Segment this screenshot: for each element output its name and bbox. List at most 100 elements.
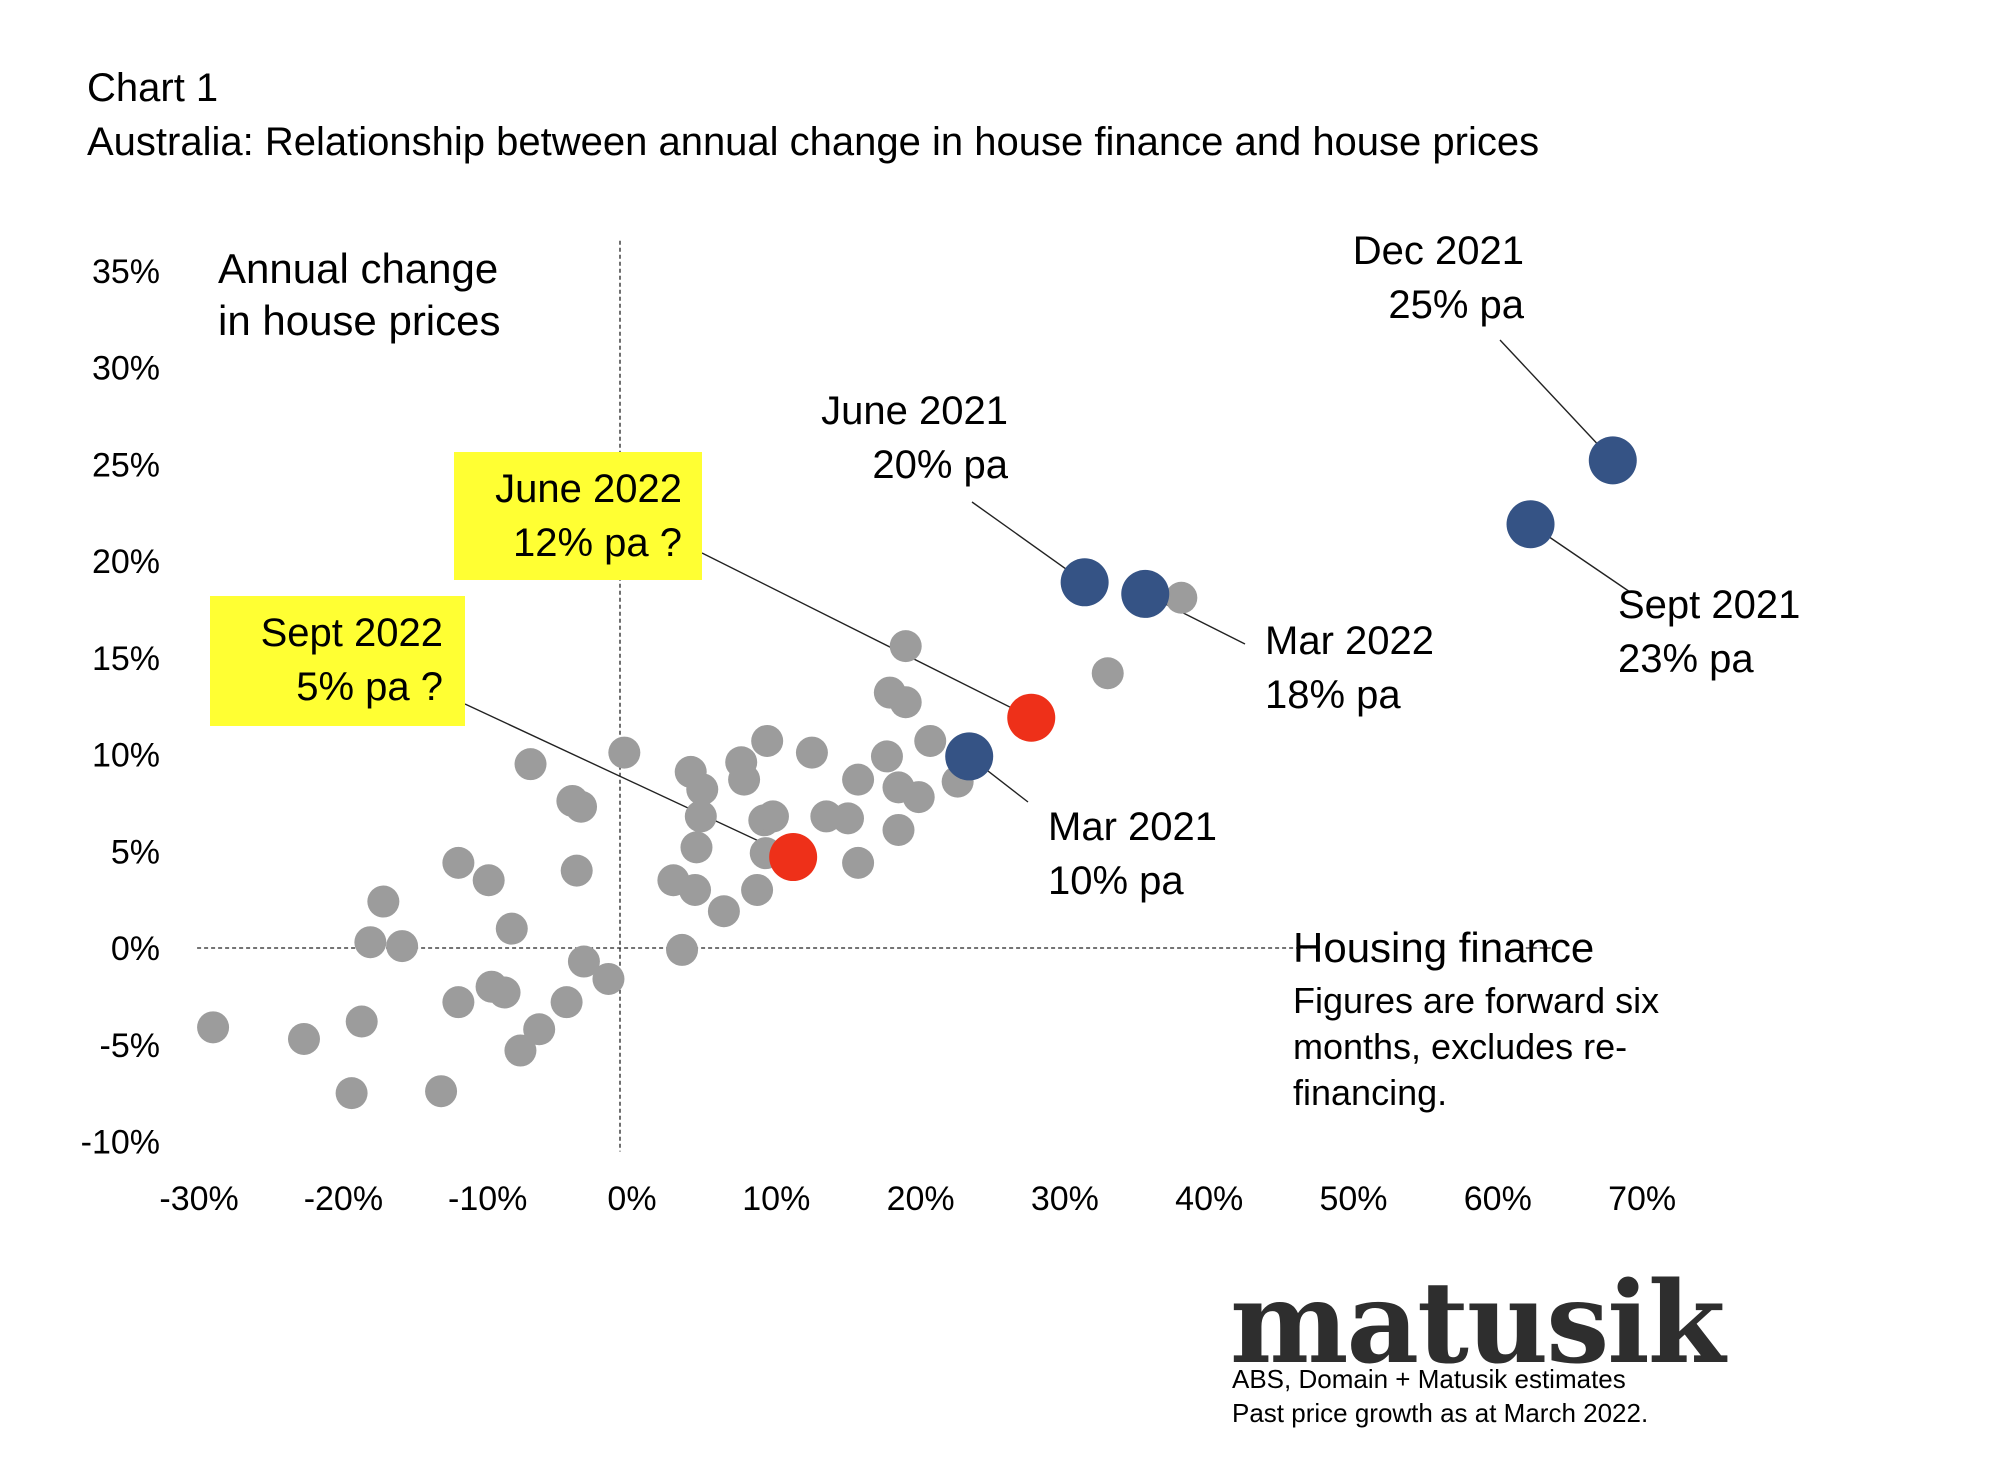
y-tick-label: 30% xyxy=(92,350,160,388)
historical-point xyxy=(842,763,875,796)
historical-point xyxy=(425,1075,458,1108)
x-tick-label: -30% xyxy=(159,1180,238,1218)
forecast-label-value: 5% pa ? xyxy=(296,665,443,709)
historical-point xyxy=(751,724,784,757)
y-tick-label: 10% xyxy=(92,737,160,775)
forecast-point xyxy=(769,833,818,882)
forecast-label-box xyxy=(210,596,465,726)
historical-point xyxy=(707,895,740,928)
historical-point xyxy=(870,740,903,773)
historical-point xyxy=(514,748,547,781)
highlight-label-value: 18% pa xyxy=(1265,673,1401,717)
y-tick-label: 0% xyxy=(111,930,160,968)
x-axis-title: Housing finance xyxy=(1293,924,1595,971)
forecast-label-value: 12% pa ? xyxy=(513,521,682,565)
x-tick-label: 70% xyxy=(1608,1180,1676,1218)
historical-point xyxy=(472,864,505,897)
highlight-label-value: 25% pa xyxy=(1388,283,1524,327)
historical-point xyxy=(523,1013,556,1046)
historical-point xyxy=(335,1077,368,1110)
chart-number: Chart 1 xyxy=(87,66,219,110)
highlight-label-value: 20% pa xyxy=(872,443,1008,487)
highlight-point xyxy=(945,732,994,781)
historical-point xyxy=(442,846,475,879)
y-axis-title-line1: Annual change xyxy=(218,245,499,292)
source-line-1: ABS, Domain + Matusik estimates xyxy=(1232,1364,1626,1394)
historical-point xyxy=(504,1034,537,1067)
x-tick-label: 20% xyxy=(887,1180,955,1218)
historical-point xyxy=(565,790,598,823)
historical-point xyxy=(684,800,717,833)
x-tick-label: 40% xyxy=(1175,1180,1243,1218)
highlight-point xyxy=(1588,436,1637,485)
historical-point xyxy=(560,854,593,887)
source-line-2: Past price growth as at March 2022. xyxy=(1232,1398,1649,1428)
historical-point xyxy=(902,781,935,814)
historical-point xyxy=(842,846,875,879)
historical-point xyxy=(686,773,719,806)
forecast-leader-line xyxy=(464,703,794,858)
historical-point xyxy=(550,986,583,1019)
historical-point xyxy=(1091,657,1124,690)
historical-point xyxy=(287,1022,320,1055)
highlight-leader-line xyxy=(1499,339,1614,461)
historical-point xyxy=(592,962,625,995)
historical-point xyxy=(914,724,947,757)
historical-point xyxy=(495,912,528,945)
historical-point xyxy=(354,926,387,959)
historical-point xyxy=(889,630,922,663)
highlight-label-period: Dec 2021 xyxy=(1353,229,1524,273)
y-tick-label: 20% xyxy=(92,543,160,581)
historical-point xyxy=(567,945,600,978)
forecast-leader-line xyxy=(701,552,1032,719)
highlight-label-period: Sept 2021 xyxy=(1618,583,1800,627)
y-tick-label: 35% xyxy=(92,253,160,291)
historical-point xyxy=(882,813,915,846)
forecast-label-period: June 2022 xyxy=(495,467,682,511)
x-tick-label: 30% xyxy=(1031,1180,1099,1218)
forecast-label-box xyxy=(454,452,702,580)
y-tick-label: 15% xyxy=(92,640,160,678)
chart-title: Australia: Relationship between annual c… xyxy=(87,120,1540,164)
highlight-point xyxy=(1060,558,1109,607)
forecast-point xyxy=(1007,693,1056,742)
historical-point xyxy=(795,736,828,769)
y-tick-label: 5% xyxy=(111,833,160,871)
forecast-label-period: Sept 2022 xyxy=(261,611,443,655)
x-tick-label: 0% xyxy=(607,1180,656,1218)
y-axis-title: Annual change in house prices xyxy=(218,243,501,347)
x-tick-label: 10% xyxy=(742,1180,810,1218)
highlight-label-period: Mar 2022 xyxy=(1265,619,1434,663)
historical-point xyxy=(680,831,713,864)
x-tick-label: 60% xyxy=(1464,1180,1532,1218)
historical-point xyxy=(831,802,864,835)
historical-point xyxy=(442,986,475,1019)
highlight-label-period: Mar 2021 xyxy=(1048,805,1217,849)
historical-point xyxy=(488,976,521,1009)
historical-point xyxy=(741,873,774,906)
y-tick-label: -10% xyxy=(81,1124,160,1162)
x-axis-note: Figures are forward six months, excludes… xyxy=(1293,980,1660,1113)
highlight-point xyxy=(1121,569,1170,618)
historical-point xyxy=(666,933,699,966)
highlight-label-value: 10% pa xyxy=(1048,859,1184,903)
x-tick-label: -20% xyxy=(304,1180,383,1218)
historical-point xyxy=(756,800,789,833)
highlight-label-value: 23% pa xyxy=(1618,637,1754,681)
y-tick-label: 25% xyxy=(92,446,160,484)
y-axis-title-line2: in house prices xyxy=(218,297,501,344)
y-tick-label: -5% xyxy=(100,1027,160,1065)
historical-point xyxy=(679,873,712,906)
highlight-label-period: June 2021 xyxy=(821,389,1008,433)
historical-point xyxy=(608,736,641,769)
historical-point xyxy=(345,1005,378,1038)
historical-point xyxy=(386,930,419,963)
historical-point xyxy=(728,763,761,796)
highlight-point xyxy=(1506,500,1555,549)
historical-point xyxy=(1165,581,1198,614)
historical-point xyxy=(367,885,400,918)
historical-point xyxy=(889,686,922,719)
x-tick-label: -10% xyxy=(448,1180,527,1218)
x-tick-label: 50% xyxy=(1319,1180,1387,1218)
